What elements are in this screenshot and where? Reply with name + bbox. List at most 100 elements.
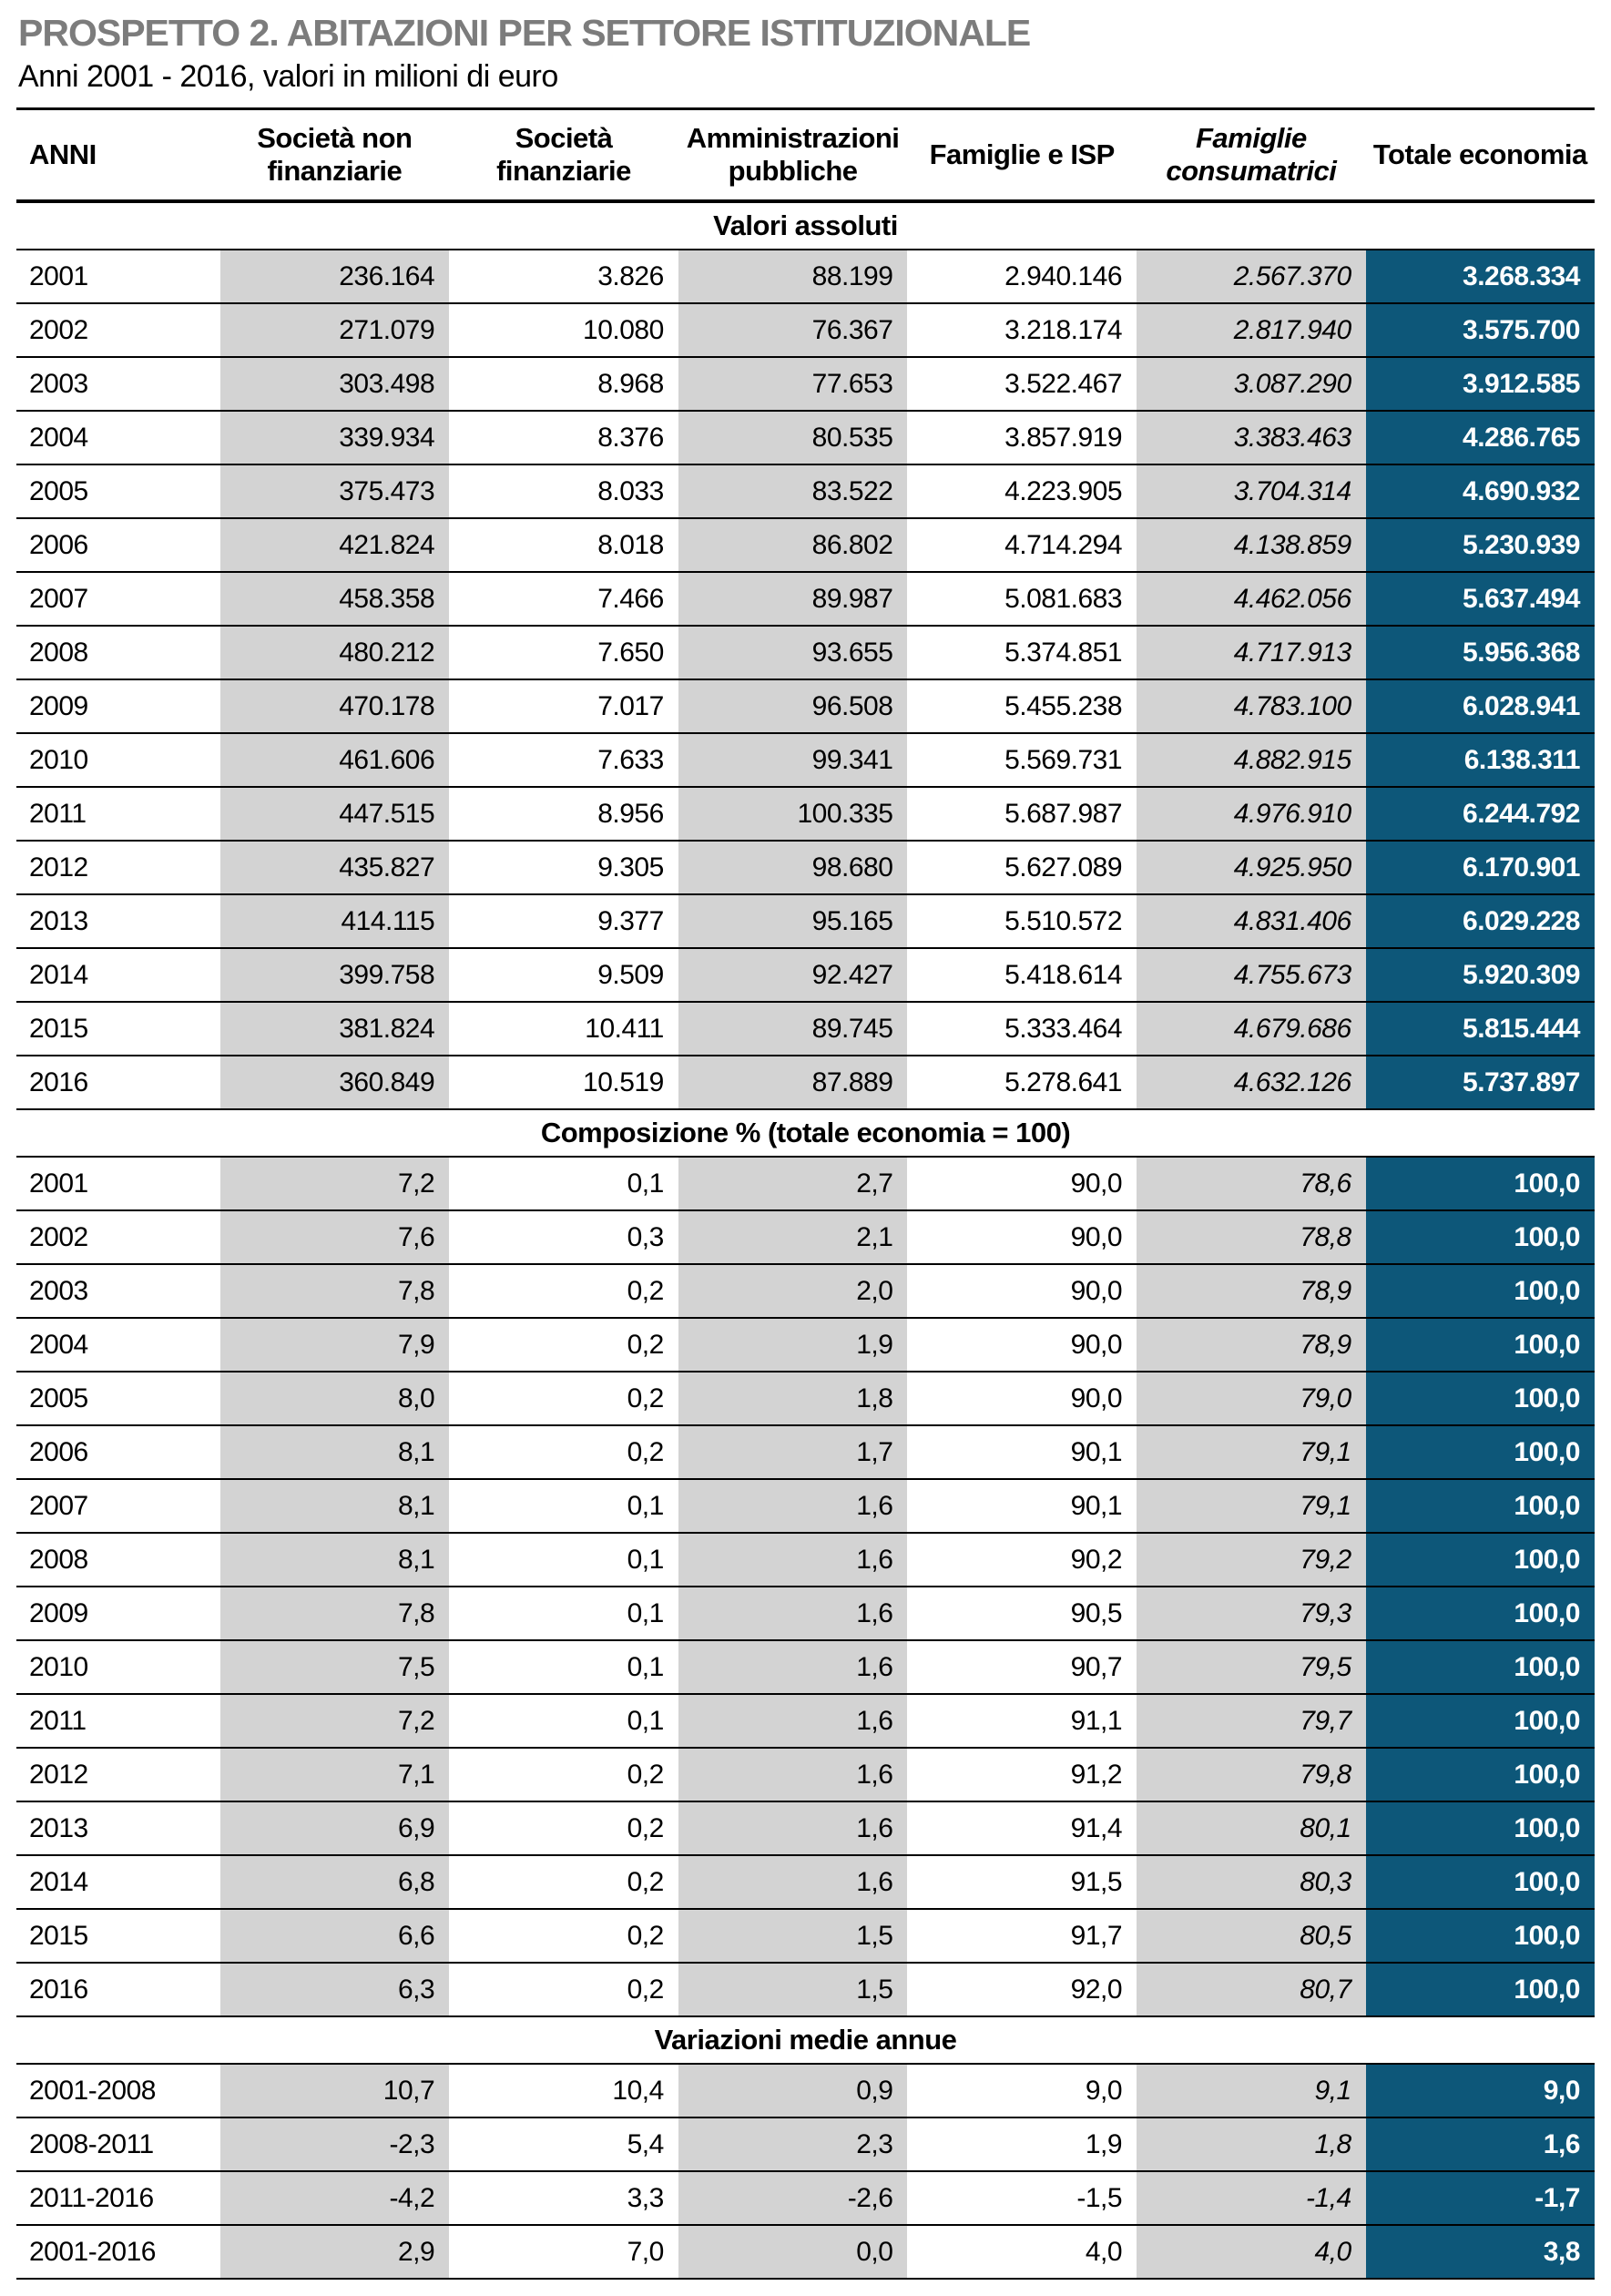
value-cell: 86.802 — [678, 518, 908, 574]
prospetto-table: ANNI Società non finanziarie Società fin… — [16, 107, 1595, 2281]
value-cell: 100,0 — [1365, 1694, 1595, 1750]
header-row: ANNI Società non finanziarie Società fin… — [16, 108, 1595, 204]
table-row: 2005 375.473 8.033 83.522 4.223.905 3.704.314… — [16, 464, 1595, 520]
year-cell: 2011 — [16, 1694, 220, 1750]
value-cell: 90,7 — [907, 1640, 1137, 1696]
value-cell: 92,0 — [907, 1963, 1137, 2018]
value-cell: 100,0 — [1365, 1210, 1595, 1266]
value-cell: 3,3 — [449, 2171, 678, 2227]
value-cell: 1,6 — [678, 1748, 908, 1803]
value-cell: 9.377 — [449, 894, 678, 950]
year-cell: 2013 — [16, 894, 220, 950]
year-cell: 2015 — [16, 1909, 220, 1964]
value-cell: 7.466 — [449, 572, 678, 628]
value-cell: 4.755.673 — [1137, 948, 1366, 1004]
document-header: PROSPETTO 2. ABITAZIONI PER SETTORE ISTI… — [0, 0, 1611, 95]
value-cell: -1,5 — [907, 2171, 1137, 2227]
column-header-totale-economia: Totale economia — [1365, 108, 1595, 204]
table-header: ANNI Società non finanziarie Società fin… — [16, 108, 1595, 204]
value-cell: 80.535 — [678, 411, 908, 466]
value-cell: 1,8 — [678, 1372, 908, 1427]
value-cell: 8,1 — [219, 1479, 450, 1535]
value-cell: 100,0 — [1365, 1372, 1595, 1427]
table-row: 2008-2011 -2,3 5,4 2,3 1,9 1,8 1,6 — [16, 2117, 1595, 2173]
value-cell: 5.569.731 — [907, 733, 1137, 789]
value-cell: 79,1 — [1137, 1479, 1366, 1535]
table-body: Valori assoluti 2001 236.164 3.826 88.199 2.9… — [16, 201, 1595, 2281]
value-cell: 6.138.311 — [1365, 733, 1595, 789]
value-cell: 1,6 — [678, 1587, 908, 1642]
table-row: 2015 381.824 10.411 89.745 5.333.464 4.679.68… — [16, 1002, 1595, 1057]
value-cell: 4.223.905 — [907, 464, 1137, 520]
value-cell: 78,6 — [1137, 1157, 1366, 1212]
value-cell: 88.199 — [678, 250, 908, 305]
year-cell: 2002 — [16, 1210, 220, 1266]
value-cell: 1,9 — [678, 1318, 908, 1373]
value-cell: 100,0 — [1365, 1748, 1595, 1803]
value-cell: 78,9 — [1137, 1264, 1366, 1320]
value-cell: 0,2 — [449, 1963, 678, 2018]
value-cell: 2,9 — [219, 2225, 450, 2281]
value-cell: 89.745 — [678, 1002, 908, 1057]
table-row: 2001 236.164 3.826 88.199 2.940.146 2.567.370… — [16, 250, 1595, 305]
value-cell: 4.138.859 — [1137, 518, 1366, 574]
value-cell: -1,4 — [1137, 2171, 1366, 2227]
value-cell: 92.427 — [678, 948, 908, 1004]
value-cell: 100,0 — [1365, 1587, 1595, 1642]
table-row: 2001 7,2 0,1 2,7 90,0 78,6 100,0 — [16, 1157, 1595, 1212]
value-cell: 95.165 — [678, 894, 908, 950]
value-cell: 77.653 — [678, 357, 908, 413]
value-cell: 3.268.334 — [1365, 250, 1595, 305]
value-cell: 2.940.146 — [907, 250, 1137, 305]
year-cell: 2007 — [16, 572, 220, 628]
value-cell: 1,9 — [907, 2117, 1137, 2173]
value-cell: 0,1 — [449, 1533, 678, 1588]
year-cell: 2004 — [16, 411, 220, 466]
year-cell: 2011-2016 — [16, 2171, 220, 2227]
value-cell: 100,0 — [1365, 1909, 1595, 1964]
year-cell: 2009 — [16, 679, 220, 735]
value-cell: 0,2 — [449, 1909, 678, 1964]
value-cell: 80,3 — [1137, 1855, 1366, 1911]
value-cell: 7,6 — [219, 1210, 450, 1266]
value-cell: 79,0 — [1137, 1372, 1366, 1427]
value-cell: 6,6 — [219, 1909, 450, 1964]
value-cell: 2.567.370 — [1137, 250, 1366, 305]
value-cell: 7.017 — [449, 679, 678, 735]
value-cell: 1,7 — [678, 1425, 908, 1481]
value-cell: 90,0 — [907, 1157, 1137, 1212]
value-cell: 3.857.919 — [907, 411, 1137, 466]
year-cell: 2016 — [16, 1963, 220, 2018]
year-cell: 2014 — [16, 1855, 220, 1911]
value-cell: 5.081.683 — [907, 572, 1137, 628]
value-cell: 3.218.174 — [907, 303, 1137, 359]
value-cell: 10,4 — [449, 2064, 678, 2119]
value-cell: 5.815.444 — [1365, 1002, 1595, 1057]
year-cell: 2013 — [16, 1801, 220, 1857]
value-cell: 8,1 — [219, 1425, 450, 1481]
table-row: 2011 447.515 8.956 100.335 5.687.987 4.976.91… — [16, 787, 1595, 842]
value-cell: 4.882.915 — [1137, 733, 1366, 789]
value-cell: 98.680 — [678, 841, 908, 896]
value-cell: 0,2 — [449, 1372, 678, 1427]
year-cell: 2012 — [16, 841, 220, 896]
section-label-row: Valori assoluti — [16, 201, 1595, 251]
value-cell: 7.633 — [449, 733, 678, 789]
value-cell: 5.510.572 — [907, 894, 1137, 950]
value-cell: 90,0 — [907, 1210, 1137, 1266]
value-cell: 7,5 — [219, 1640, 450, 1696]
value-cell: 91,2 — [907, 1748, 1137, 1803]
value-cell: 90,0 — [907, 1264, 1137, 1320]
value-cell: 0,1 — [449, 1587, 678, 1642]
value-cell: 3.522.467 — [907, 357, 1137, 413]
value-cell: 2.817.940 — [1137, 303, 1366, 359]
value-cell: 1,8 — [1137, 2117, 1366, 2173]
table-row: 2007 8,1 0,1 1,6 90,1 79,1 100,0 — [16, 1479, 1595, 1535]
value-cell: 0,1 — [449, 1479, 678, 1535]
value-cell: 4.976.910 — [1137, 787, 1366, 842]
table-row: 2003 303.498 8.968 77.653 3.522.467 3.087.290… — [16, 357, 1595, 413]
value-cell: 4.925.950 — [1137, 841, 1366, 896]
value-cell: 9,0 — [907, 2064, 1137, 2119]
column-header-societa-non-finanziarie: Società non finanziarie — [219, 108, 450, 204]
table-row: 2014 6,8 0,2 1,6 91,5 80,3 100,0 — [16, 1855, 1595, 1911]
